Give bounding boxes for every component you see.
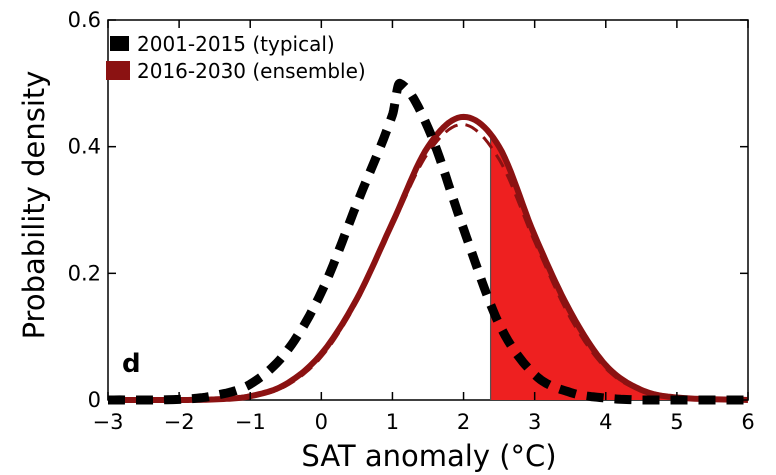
legend-swatch-typical — [110, 36, 129, 51]
plot-area — [107, 19, 749, 405]
x-tick-label: 0 — [315, 410, 328, 434]
x-tick-label: −1 — [235, 410, 266, 434]
shaded-exceedance-area — [490, 134, 748, 401]
y-tick-label: 0.6 — [68, 8, 101, 32]
series-layer — [108, 78, 749, 405]
x-tick-label: 4 — [599, 410, 612, 434]
x-tick-label: 2 — [457, 410, 470, 434]
x-tick-label: −3 — [93, 410, 124, 434]
x-axis-title: SAT anomaly (°C) — [301, 439, 556, 473]
legend-label-ensemble: 2016-2030 (ensemble) — [137, 59, 366, 83]
x-tick-label: 6 — [741, 410, 754, 434]
x-tick-label: 5 — [670, 410, 683, 434]
series-line-typical — [108, 78, 748, 405]
series-line-ensemble-dashed — [108, 123, 749, 402]
shade-layer — [489, 134, 748, 401]
axes-box — [107, 19, 749, 401]
series-line-ensemble — [108, 113, 749, 403]
y-axis-ticks: 0 0.2 0.4 0.6 — [68, 8, 748, 412]
y-tick-label: 0 — [88, 388, 101, 412]
x-axis-ticks: −3 −2 −1 0 1 2 3 4 5 6 — [93, 20, 755, 434]
x-tick-label: 3 — [528, 410, 541, 434]
legend-swatch-ensemble — [106, 61, 130, 80]
legend-label-typical: 2001-2015 (typical) — [137, 32, 335, 56]
panel-label: d — [122, 349, 141, 379]
y-tick-label: 0.4 — [68, 135, 101, 159]
x-tick-label: −2 — [164, 410, 195, 434]
legend: 2001-2015 (typical) 2016-2030 (ensemble) — [106, 32, 366, 83]
y-axis-title: Probability density — [17, 71, 51, 340]
x-tick-label: 1 — [386, 410, 399, 434]
y-tick-label: 0.2 — [68, 261, 101, 285]
